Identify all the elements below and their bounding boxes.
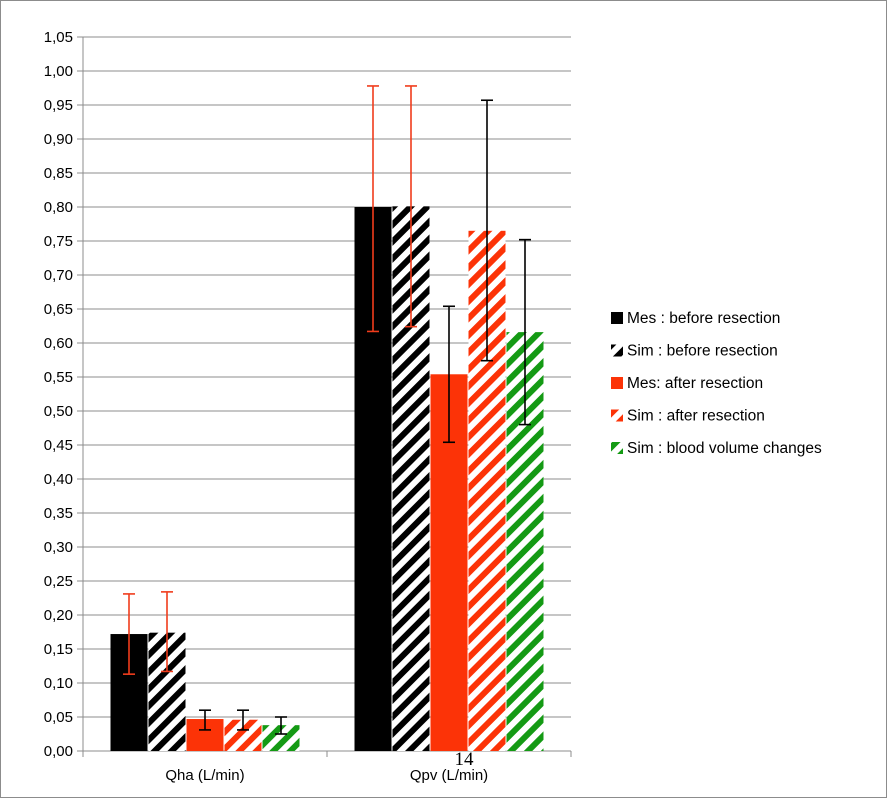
y-tick-label: 1,00 bbox=[44, 63, 73, 80]
y-tick-label: 0,55 bbox=[44, 369, 73, 386]
y-tick-label: 0,10 bbox=[44, 675, 73, 692]
legend-entry: Sim : blood volume changes bbox=[627, 440, 822, 457]
y-tick-label: 0,35 bbox=[44, 505, 73, 522]
legend: Mes : before resection Sim : before resec… bbox=[611, 310, 822, 457]
legend-swatch bbox=[611, 344, 623, 357]
legend-entry: Mes : before resection bbox=[627, 310, 780, 327]
legend-swatch bbox=[611, 377, 623, 389]
y-tick-label: 0,00 bbox=[44, 743, 73, 760]
legend-swatch bbox=[611, 409, 623, 422]
y-tick-label: 1,05 bbox=[44, 29, 73, 46]
legend-entry: Sim : before resection bbox=[627, 343, 778, 360]
y-tick-label: 0,40 bbox=[44, 471, 73, 488]
category-label: Qpv (L/min) bbox=[410, 767, 488, 784]
category-label: Qha (L/min) bbox=[165, 767, 244, 784]
error-bars bbox=[123, 85, 531, 735]
page-number: 14 bbox=[455, 749, 475, 770]
y-tick-label: 0,60 bbox=[44, 335, 73, 352]
y-tick-labels: 0,00 0,05 0,10 0,15 0,20 0,25 0,30 0,35 0,40 0,45… bbox=[44, 29, 73, 760]
legend-swatch bbox=[611, 312, 623, 324]
y-tick-label: 0,45 bbox=[44, 437, 73, 454]
y-tick-label: 0,95 bbox=[44, 97, 73, 114]
legend-entry: Mes: after resection bbox=[627, 375, 763, 392]
y-tick-label: 0,05 bbox=[44, 709, 73, 726]
y-tick-label: 0,90 bbox=[44, 131, 73, 148]
y-tick-label: 0,15 bbox=[44, 641, 73, 658]
legend-swatch bbox=[611, 442, 623, 454]
y-tick-label: 0,85 bbox=[44, 165, 73, 182]
legend-entry: Sim : after resection bbox=[627, 408, 765, 425]
category-labels: Qha (L/min) Qpv (L/min) bbox=[165, 767, 488, 784]
y-tick-label: 0,65 bbox=[44, 301, 73, 318]
y-tick-label: 0,30 bbox=[44, 539, 73, 556]
y-tick-label: 0,70 bbox=[44, 267, 73, 284]
y-tick-label: 0,20 bbox=[44, 607, 73, 624]
y-tick-label: 0,50 bbox=[44, 403, 73, 420]
y-tick-label: 0,75 bbox=[44, 233, 73, 250]
y-tick-label: 0,25 bbox=[44, 573, 73, 590]
y-tick-label: 0,80 bbox=[44, 199, 73, 216]
